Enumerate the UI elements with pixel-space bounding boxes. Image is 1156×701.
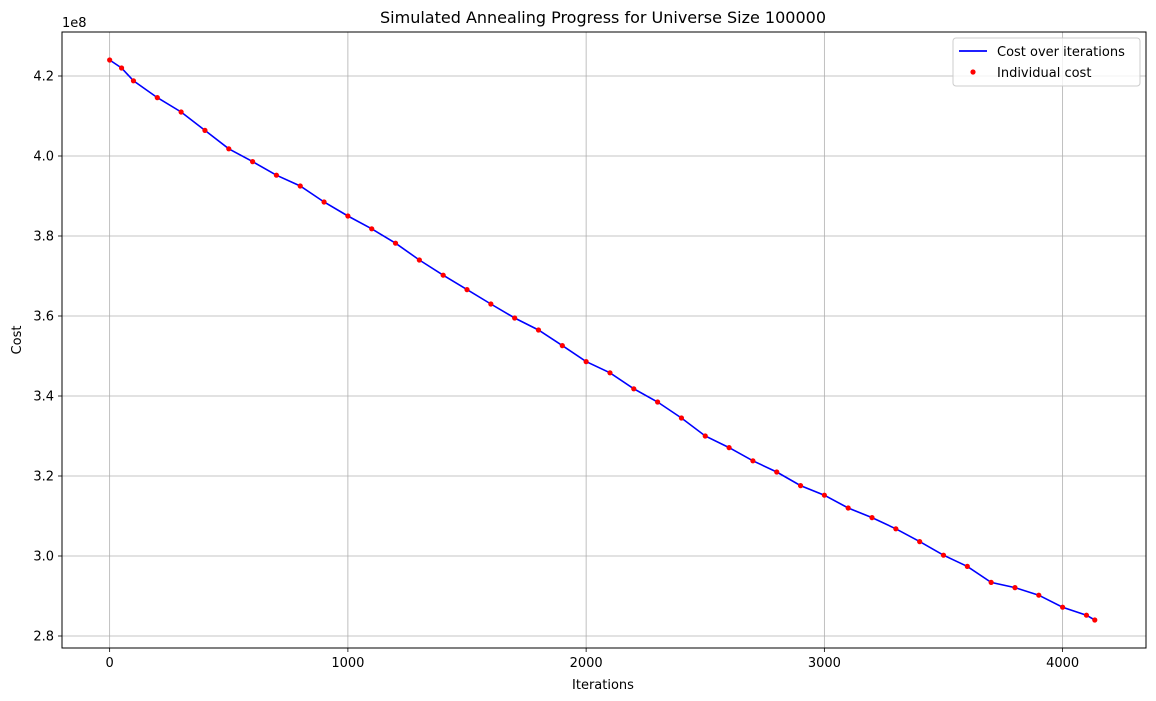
y-tick-label: 3.2 (33, 470, 54, 485)
individual-cost-point (893, 526, 899, 532)
individual-cost-point (202, 127, 208, 133)
individual-cost-point (416, 257, 422, 263)
individual-cost-point (583, 359, 589, 365)
individual-cost-point (1036, 592, 1042, 598)
individual-cost-point (774, 469, 780, 475)
individual-cost-point (869, 515, 875, 521)
legend-box (952, 37, 1141, 87)
x-tick-label: 1000 (331, 656, 364, 671)
individual-cost-point (369, 226, 375, 232)
individual-cost-point (607, 370, 613, 376)
chart-title: Simulated Annealing Progress for Univers… (380, 8, 826, 27)
individual-cost-point (988, 579, 994, 586)
individual-cost-point (273, 172, 280, 178)
individual-cost-point (845, 505, 851, 511)
y-tick-label: 3.4 (33, 390, 54, 405)
individual-cost-point (488, 301, 494, 307)
y-axis-label: Cost (10, 326, 25, 355)
individual-cost-point (702, 433, 708, 439)
y-tick-label: 3.8 (33, 230, 54, 245)
individual-cost-point (130, 78, 137, 84)
x-tick-label: 0 (106, 656, 114, 671)
individual-cost-point (631, 386, 637, 392)
individual-cost-point (512, 315, 518, 321)
y-tick-label: 2.8 (33, 630, 54, 645)
individual-cost-point (678, 415, 685, 421)
individual-cost-point (1083, 612, 1090, 618)
individual-cost-point (1012, 585, 1018, 591)
individual-cost-point (321, 199, 327, 205)
legend-marker-swatch (970, 69, 976, 75)
individual-cost-point (392, 240, 399, 246)
individual-cost-point (655, 399, 661, 405)
individual-cost-point (249, 159, 256, 165)
individual-cost-point (797, 483, 804, 489)
y-tick-label: 4.2 (33, 70, 54, 85)
individual-cost-point (154, 95, 160, 101)
individual-cost-point (750, 458, 756, 464)
individual-cost-point (1060, 604, 1066, 610)
x-tick-label: 2000 (570, 656, 603, 671)
individual-cost-point (464, 287, 470, 293)
individual-cost-point (297, 183, 303, 189)
individual-cost-point (345, 213, 351, 219)
data-series (107, 57, 1098, 623)
axis-ticks: 0 1000 2000 3000 4000 2.8 3.0 3.2 3.4 3.6 3.8 4.0 4.… (33, 70, 1079, 672)
individual-cost-point (940, 552, 947, 558)
y-axis-offset-label: 1e8 (62, 16, 87, 31)
individual-cost-point (226, 146, 232, 152)
individual-cost-point (440, 272, 446, 278)
individual-cost-point (178, 109, 184, 115)
legend-label-cost-over-iterations: Cost over iterations (997, 45, 1125, 60)
x-tick-label: 4000 (1046, 656, 1079, 671)
individual-cost-point (107, 57, 113, 63)
individual-cost-point (917, 539, 923, 545)
cost-over-iterations-line (109, 59, 1096, 621)
y-tick-label: 3.0 (33, 550, 54, 565)
individual-cost-point (1092, 617, 1098, 623)
y-tick-label: 4.0 (33, 150, 54, 165)
x-tick-label: 3000 (808, 656, 841, 671)
individual-cost-point (726, 445, 732, 451)
legend-label-individual-cost: Individual cost (997, 66, 1091, 81)
individual-cost-point (821, 492, 827, 498)
individual-cost-point (535, 327, 542, 333)
y-tick-label: 3.6 (33, 310, 54, 325)
legend: Cost over iterations Individual cost (952, 37, 1141, 87)
individual-cost-point (964, 563, 970, 570)
plot-frame (61, 31, 1147, 649)
x-axis-label: Iterations (572, 678, 634, 693)
individual-cost-point (118, 65, 125, 71)
individual-cost-point (559, 343, 565, 349)
